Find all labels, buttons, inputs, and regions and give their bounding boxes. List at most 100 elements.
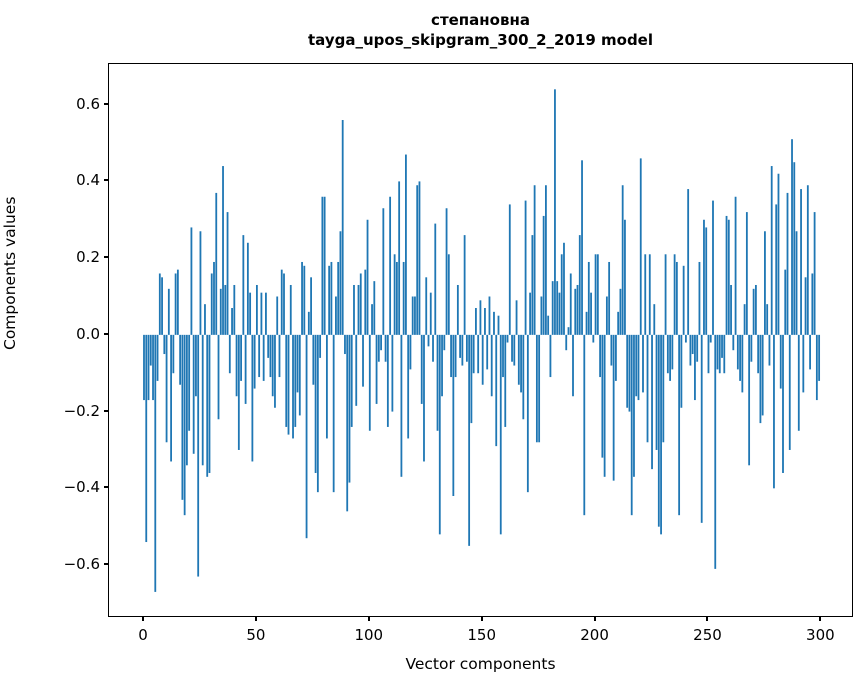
bar	[298, 334, 301, 416]
bar	[587, 261, 590, 335]
bar	[637, 334, 640, 401]
bar	[314, 334, 317, 473]
bar	[777, 173, 780, 335]
chart-title-model: tayga_upos_skipgram_300_2_2019 model	[308, 31, 653, 49]
bar	[434, 223, 437, 335]
bar	[565, 334, 568, 351]
bar	[703, 219, 705, 335]
bar	[289, 284, 292, 335]
bar	[143, 334, 145, 401]
bar	[219, 288, 222, 335]
bar	[271, 334, 274, 397]
bar	[344, 334, 346, 355]
bar	[779, 334, 782, 389]
bar	[709, 334, 712, 343]
bar	[524, 200, 527, 335]
bar	[529, 292, 532, 335]
bar	[554, 89, 556, 335]
bar	[481, 334, 484, 385]
bar	[407, 334, 410, 439]
bar	[409, 334, 412, 370]
bar	[274, 334, 276, 408]
bar	[307, 311, 310, 335]
bar	[400, 334, 403, 477]
bar	[748, 334, 751, 466]
bar	[773, 334, 775, 489]
bar	[167, 288, 170, 335]
bar	[657, 334, 660, 527]
bar	[371, 304, 373, 335]
bar	[208, 334, 211, 473]
bar	[280, 269, 283, 335]
bar	[678, 334, 681, 516]
bar	[560, 254, 563, 335]
bar	[262, 334, 265, 381]
bar	[660, 334, 662, 535]
bar	[283, 273, 285, 335]
bar	[425, 277, 428, 335]
bar	[172, 334, 175, 374]
bar	[427, 334, 430, 347]
bar	[447, 254, 450, 335]
bar	[429, 292, 432, 335]
bar	[775, 204, 778, 335]
bar	[255, 284, 258, 335]
bar	[355, 334, 358, 406]
bar	[380, 334, 382, 351]
bar	[373, 281, 376, 335]
bar	[754, 284, 757, 335]
bar	[802, 334, 805, 393]
bar	[152, 334, 154, 401]
bar	[795, 231, 798, 335]
bar	[605, 296, 608, 335]
bar	[294, 334, 297, 427]
bar	[305, 334, 308, 539]
bar	[147, 334, 150, 401]
y-axis-label: Components values	[1, 196, 19, 350]
bar	[502, 334, 504, 378]
bar	[188, 334, 191, 431]
bar	[197, 334, 200, 577]
x-tick-label: 200	[580, 626, 609, 644]
bar	[547, 315, 550, 335]
bar	[705, 227, 708, 335]
bar	[217, 334, 220, 420]
bar	[734, 196, 737, 335]
bar	[648, 254, 651, 335]
bar	[621, 185, 624, 335]
bar	[563, 242, 565, 335]
bar	[592, 334, 595, 343]
bar	[226, 212, 229, 335]
bar	[364, 269, 367, 335]
chart-title-word: степановна	[431, 11, 530, 29]
bar	[615, 334, 617, 381]
bar	[362, 334, 364, 387]
bar	[332, 334, 335, 493]
y-tick-label: −0.2	[63, 401, 100, 420]
bar	[165, 334, 168, 443]
bar	[770, 166, 773, 335]
bar	[204, 304, 206, 335]
bar	[664, 254, 667, 335]
bar	[265, 292, 267, 335]
bar	[682, 265, 685, 335]
bar	[341, 120, 344, 335]
bar	[626, 334, 629, 408]
bar	[786, 192, 789, 335]
chart-title: степановна tayga_upos_skipgram_300_2_201…	[108, 10, 853, 50]
bar	[420, 334, 423, 404]
bar	[612, 334, 615, 481]
bar	[766, 304, 769, 335]
bar	[486, 334, 489, 370]
bar	[522, 334, 525, 420]
bar	[260, 292, 263, 335]
bar	[470, 334, 473, 424]
bar	[515, 300, 518, 335]
bar	[508, 204, 511, 335]
bar	[368, 334, 371, 431]
bar	[323, 196, 326, 335]
x-tick-label: 300	[806, 626, 835, 644]
bar	[350, 334, 353, 427]
x-tick-mark	[141, 617, 144, 621]
bar	[680, 334, 683, 408]
